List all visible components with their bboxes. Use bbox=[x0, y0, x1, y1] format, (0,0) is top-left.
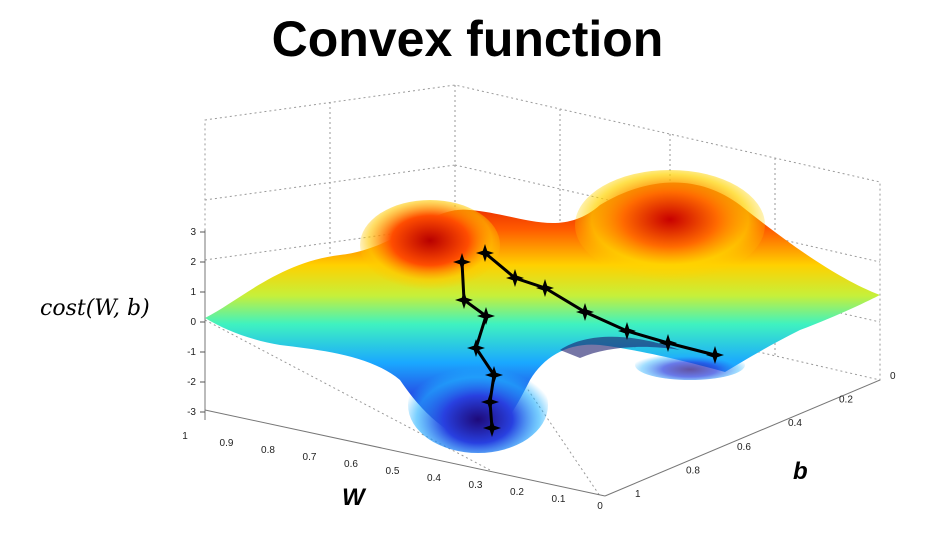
z-tick-label: 3 bbox=[190, 227, 196, 238]
w-tick-label: 0.6 bbox=[344, 459, 358, 470]
b-axis: 0 0.2 0.4 0.6 0.8 1 bbox=[635, 371, 896, 500]
w-tick-label: 0 bbox=[597, 501, 603, 512]
b-tick-label: 0.2 bbox=[839, 395, 853, 406]
descent-paths bbox=[453, 244, 724, 437]
z-tick-label: -1 bbox=[187, 347, 196, 358]
descent-step-marker bbox=[476, 244, 494, 262]
descent-step-marker bbox=[659, 334, 677, 352]
z-axis-label: cost(W, b) bbox=[40, 296, 150, 321]
z-tick-label: -3 bbox=[187, 407, 196, 418]
descent-step-marker bbox=[477, 307, 495, 325]
b-tick-label: 1 bbox=[635, 489, 641, 500]
w-tick-label: 0.8 bbox=[261, 445, 275, 456]
w-tick-label: 0.5 bbox=[386, 466, 400, 477]
w-tick-label: 0.4 bbox=[427, 473, 441, 484]
w-tick-label: 0.3 bbox=[469, 480, 483, 491]
descent-step-marker bbox=[455, 291, 473, 309]
w-axis: 1 0.9 0.8 0.7 0.6 0.5 0.4 0.3 0.2 0.1 0 bbox=[182, 431, 603, 512]
slide-title: Convex function bbox=[271, 11, 664, 67]
b-tick-label: 0.8 bbox=[686, 465, 700, 476]
descent-step-marker bbox=[467, 339, 485, 357]
descent-step-marker bbox=[485, 366, 503, 384]
z-tick-label: 2 bbox=[190, 257, 196, 268]
b-tick-label: 0.4 bbox=[788, 418, 802, 429]
descent-step-marker bbox=[536, 279, 554, 297]
descent-step-marker bbox=[483, 419, 501, 437]
descent-step-marker bbox=[481, 393, 499, 411]
z-tick-label: 0 bbox=[190, 317, 196, 328]
w-axis-label: W bbox=[342, 484, 365, 511]
descent-step-marker bbox=[576, 303, 594, 321]
descent-step-marker bbox=[618, 322, 636, 340]
w-tick-label: 0.9 bbox=[220, 438, 234, 449]
b-axis-label: b bbox=[793, 458, 808, 485]
b-tick-label: 0.6 bbox=[737, 442, 751, 453]
z-axis: 3 2 1 0 -1 -2 -3 bbox=[187, 227, 205, 418]
descent-step-marker bbox=[706, 346, 724, 364]
z-tick-label: 1 bbox=[190, 287, 196, 298]
w-tick-label: 0.7 bbox=[303, 452, 317, 463]
cost-surface bbox=[205, 170, 880, 453]
w-tick-label: 0.2 bbox=[510, 487, 524, 498]
z-tick-label: -2 bbox=[187, 377, 196, 388]
b-tick-label: 0 bbox=[890, 371, 896, 382]
descent-step-marker bbox=[453, 253, 471, 271]
w-tick-label: 0.1 bbox=[552, 494, 566, 505]
descent-step-marker bbox=[506, 269, 524, 287]
w-tick-label: 1 bbox=[182, 431, 188, 442]
